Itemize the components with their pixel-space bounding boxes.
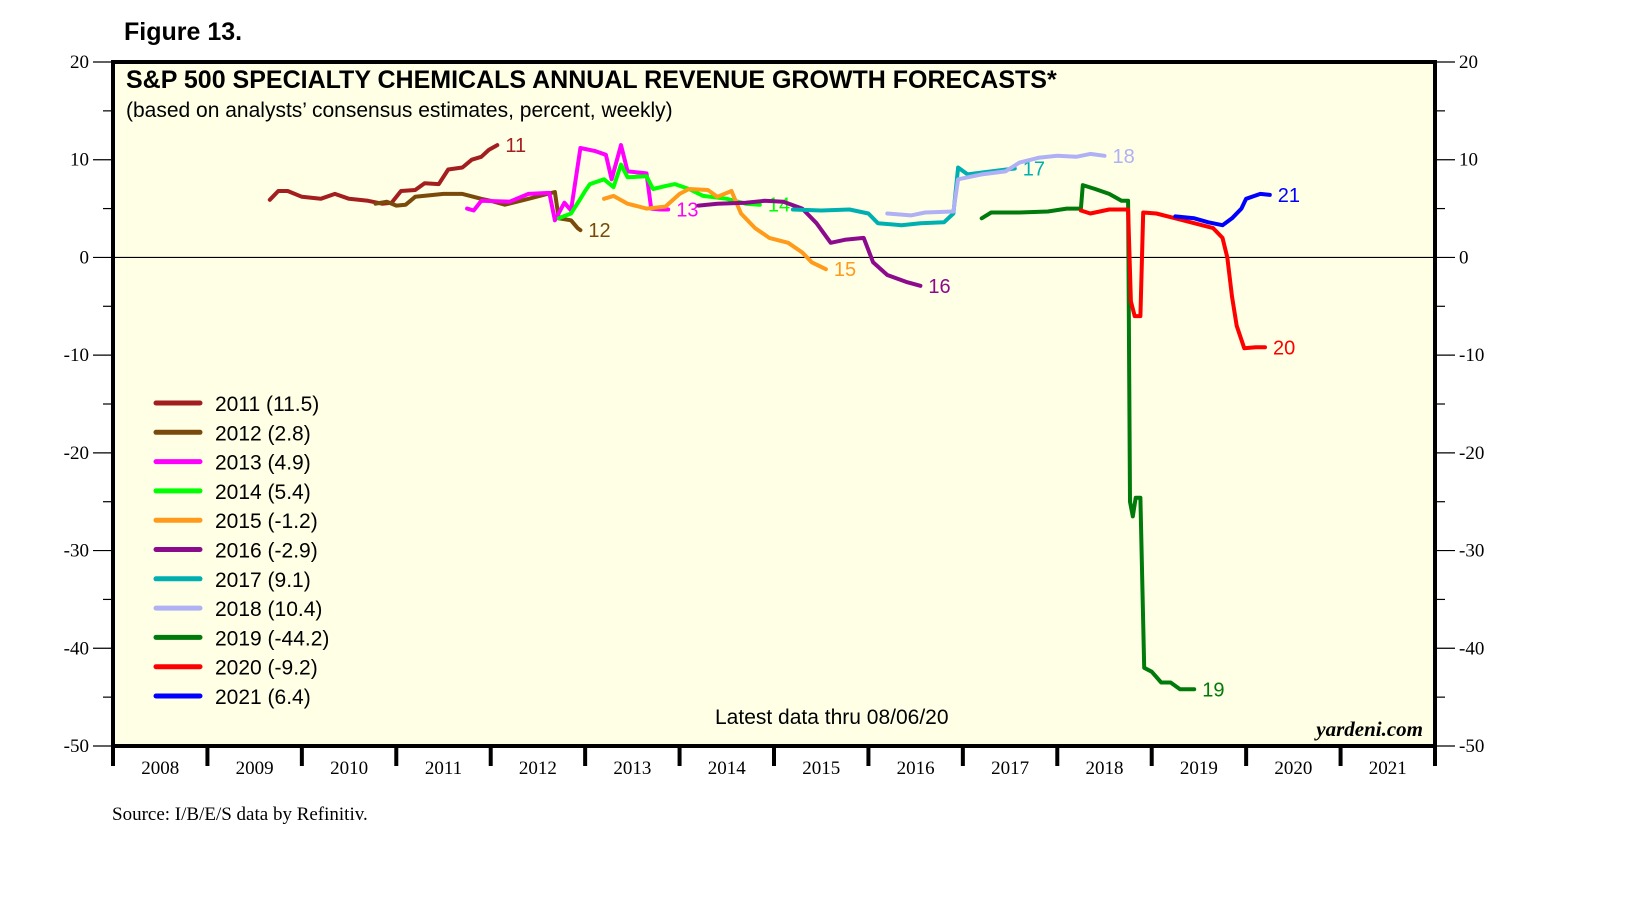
x-tick-label: 2016 — [897, 758, 935, 779]
series-end-label-2016: 16 — [928, 276, 950, 298]
series-line-2019 — [979, 183, 1197, 692]
chart-title: S&P 500 SPECIALTY CHEMICALS ANNUAL REVEN… — [126, 66, 1057, 94]
x-tick-label: 2008 — [141, 758, 179, 779]
x-tick-label: 2013 — [613, 758, 651, 779]
y-tick-label-right: -30 — [1459, 541, 1484, 562]
x-tick-label: 2020 — [1274, 758, 1312, 779]
x-tick-label: 2015 — [802, 758, 840, 779]
x-tick-label: 2018 — [1086, 758, 1124, 779]
legend: 2011 (11.5) 2012 (2.8) 2013 (4.9) 2014 (5.4… — [153, 393, 329, 709]
series-end-label-2015: 15 — [834, 259, 856, 281]
series-end-label-2020: 20 — [1273, 337, 1295, 359]
y-tick-label-left: -50 — [64, 736, 89, 757]
series-end-label-2019: 19 — [1202, 679, 1224, 701]
series-end-label-2018: 18 — [1113, 146, 1135, 168]
legend-label-2013: 2013 (4.9) — [215, 452, 311, 475]
series-line-2018 — [885, 151, 1107, 218]
plot-frame — [111, 60, 1437, 748]
watermark: yardeni.com — [1313, 717, 1423, 741]
series-line-2016 — [696, 198, 923, 288]
x-tick-label: 2011 — [425, 758, 462, 779]
y-tick-label-left: 20 — [70, 52, 89, 73]
figure-label: Figure 13. — [124, 18, 243, 46]
y-tick-label-right: 20 — [1459, 52, 1478, 73]
chart-subtitle: (based on analysts’ consensus estimates,… — [126, 99, 673, 122]
legend-label-2014: 2014 (5.4) — [215, 481, 311, 504]
legend-label-2020: 2020 (-9.2) — [215, 657, 318, 680]
legend-label-2011: 2011 (11.5) — [215, 393, 319, 416]
series-layer: 11 12 13 14 15 16 17 18 19 20 21 — [267, 135, 1300, 701]
y-tick-label-left: -30 — [64, 541, 89, 562]
x-tick-label: 2014 — [708, 758, 747, 779]
y-tick-label-left: -20 — [64, 443, 89, 464]
y-tick-label-right: -10 — [1459, 345, 1484, 366]
legend-label-2016: 2016 (-2.9) — [215, 540, 318, 563]
plot-background — [113, 62, 1435, 746]
x-tick-label: 2019 — [1180, 758, 1218, 779]
axes-layer: 20 2010 100 0-10 -10-20 -20-30 -30-40 -40-50 -50… — [64, 52, 1485, 779]
series-line-2017 — [790, 165, 1017, 228]
x-tick-label: 2017 — [991, 758, 1029, 779]
series-line-2013 — [465, 143, 671, 223]
series-end-label-2021: 21 — [1278, 185, 1300, 207]
series-end-label-2014: 14 — [768, 195, 790, 217]
x-tick-label: 2012 — [519, 758, 557, 779]
series-line-2011 — [267, 143, 500, 206]
y-tick-label-left: 0 — [80, 247, 90, 268]
series-end-label-2012: 12 — [588, 220, 610, 242]
legend-label-2019: 2019 (-44.2) — [215, 627, 329, 650]
legend-label-2017: 2017 (9.1) — [215, 569, 311, 592]
y-tick-label-right: -20 — [1459, 443, 1484, 464]
y-tick-label-right: 10 — [1459, 150, 1478, 171]
series-line-2021 — [1173, 191, 1272, 228]
legend-label-2018: 2018 (10.4) — [215, 598, 322, 621]
series-line-2015 — [602, 187, 828, 272]
series-line-2014 — [556, 162, 762, 221]
x-tick-label: 2021 — [1369, 758, 1407, 779]
y-tick-label-right: -40 — [1459, 638, 1484, 659]
series-end-label-2011: 11 — [505, 135, 526, 157]
y-tick-label-right: 0 — [1459, 247, 1469, 268]
series-end-label-2017: 17 — [1023, 159, 1045, 181]
x-tick-label: 2010 — [330, 758, 368, 779]
y-tick-label-right: -50 — [1459, 736, 1484, 757]
x-tick-label: 2009 — [236, 758, 274, 779]
legend-label-2015: 2015 (-1.2) — [215, 510, 318, 533]
series-end-label-2013: 13 — [676, 200, 698, 222]
legend-label-2012: 2012 (2.8) — [215, 422, 311, 445]
legend-label-2021: 2021 (6.4) — [215, 686, 311, 709]
y-tick-label-left: 10 — [70, 150, 89, 171]
y-tick-label-left: -40 — [64, 638, 89, 659]
source-note: Source: I/B/E/S data by Refinitiv. — [112, 804, 368, 825]
latest-data-note: Latest data thru 08/06/20 — [715, 706, 949, 729]
y-tick-label-left: -10 — [64, 345, 89, 366]
